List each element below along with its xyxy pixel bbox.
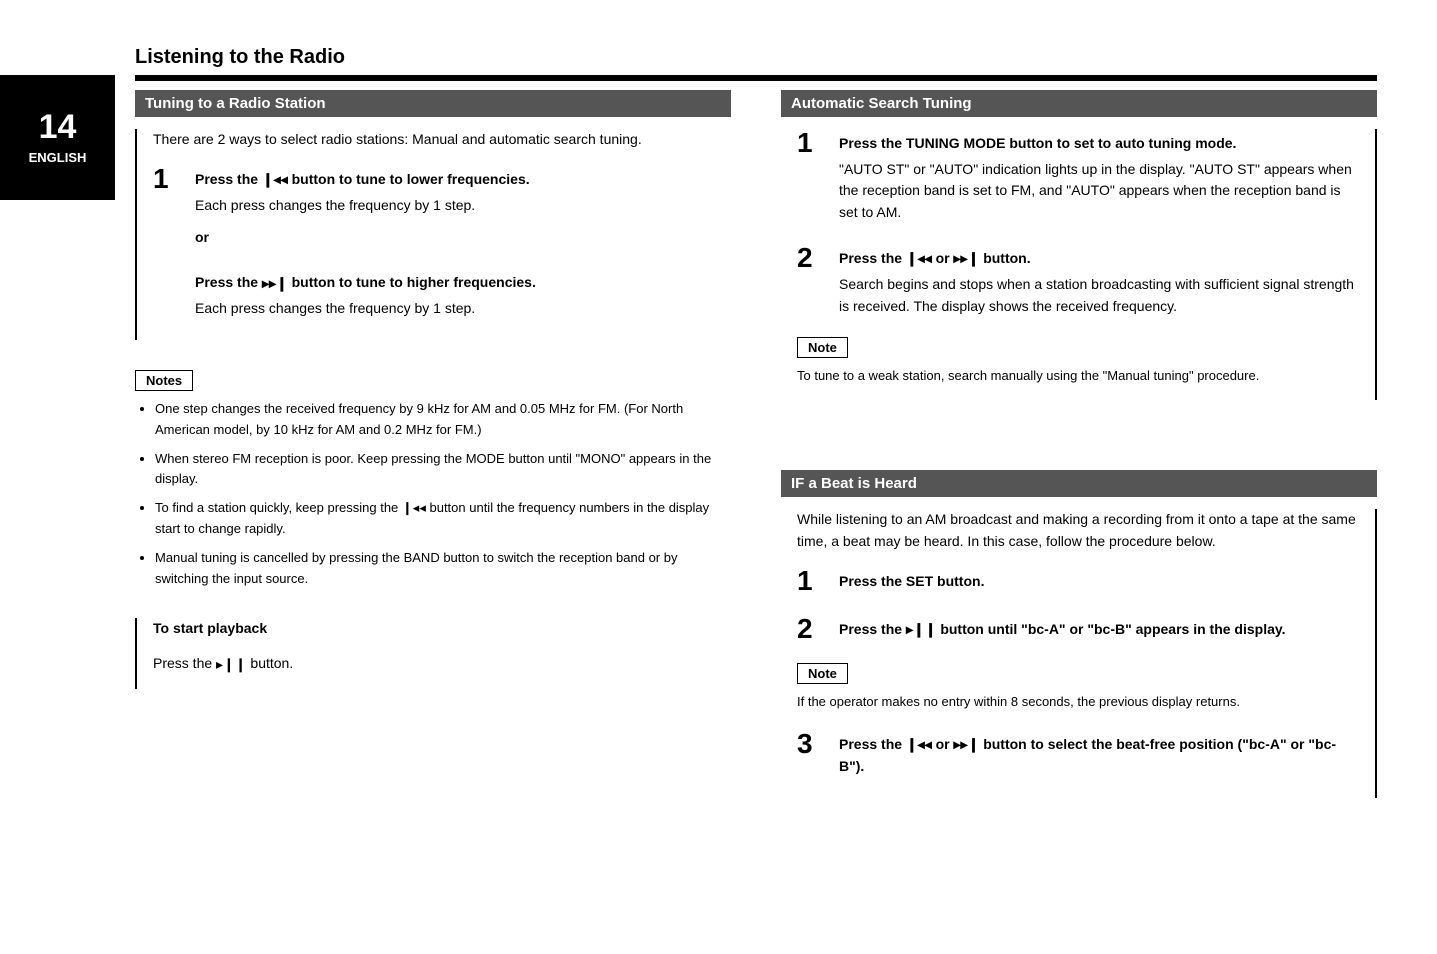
page-title: Listening to the Radio	[135, 46, 345, 69]
auto-note-text: To tune to a weak station, search manual…	[797, 366, 1359, 386]
note-item: When stereo FM reception is poor. Keep p…	[155, 449, 731, 491]
prev-track-icon: ❙◂◂	[402, 498, 426, 519]
prev-track-icon: ❙◂◂	[906, 734, 932, 756]
step-2-b: button to tune to higher frequencies.	[292, 274, 536, 290]
tuning-intro: There are 2 ways to select radio station…	[153, 129, 731, 151]
beat-step-2-b: button until "bc-A" or "bc-B" appears in…	[940, 621, 1285, 637]
page-lang: ENGLISH	[29, 150, 87, 165]
beat-step-3: 3 Press the ❙◂◂ or ▸▸❙ button to select …	[797, 730, 1359, 778]
step-2-text: Press the ▸▸❙ button to tune to higher f…	[195, 268, 731, 320]
auto-step-2-text: Press the ❙◂◂ or ▸▸❙ button. Search begi…	[839, 244, 1359, 318]
note-item: To find a station quickly, keep pressing…	[155, 498, 731, 540]
auto-step-1-sub: "AUTO ST" or "AUTO" indication lights up…	[839, 159, 1359, 224]
step-1-num: 1	[153, 165, 195, 193]
auto-step-2-b: or	[936, 250, 954, 266]
section-body-beat: While listening to an AM broadcast and m…	[781, 509, 1377, 797]
step-1: 1 Press the ❙◂◂ button to tune to lower …	[153, 165, 731, 249]
play-pause-icon: ▸❙❙	[216, 654, 247, 676]
step-2-a: Press the	[195, 274, 262, 290]
step-1-text: Press the ❙◂◂ button to tune to lower fr…	[195, 165, 731, 249]
start-play-b: button.	[250, 655, 293, 671]
beat-step-1-num: 1	[797, 567, 839, 595]
beat-step-1: 1 Press the SET button.	[797, 567, 1359, 595]
beat-note-block: Note If the operator makes no entry with…	[797, 663, 1359, 712]
auto-step-1-num: 1	[797, 129, 839, 157]
auto-step-1-label: Press the TUNING MODE button to set to a…	[839, 135, 1236, 151]
start-play-text: Press the ▸❙❙ button.	[153, 653, 731, 675]
beat-step-2-num: 2	[797, 615, 839, 643]
beat-intro: While listening to an AM broadcast and m…	[797, 509, 1359, 552]
left-column: Tuning to a Radio Station There are 2 wa…	[135, 90, 731, 828]
note-item-text: To find a station quickly, keep pressing…	[155, 500, 402, 515]
prev-track-icon: ❙◂◂	[906, 248, 932, 270]
notes-block: Notes One step changes the received freq…	[135, 370, 731, 598]
beat-step-2-text: Press the ▸❙❙ button until "bc-A" or "bc…	[839, 615, 1359, 641]
right-column: Automatic Search Tuning 1 Press the TUNI…	[781, 90, 1377, 828]
header-rule	[135, 75, 1377, 81]
section-title-auto: Automatic Search Tuning	[781, 90, 1377, 117]
prev-track-icon: ❙◂◂	[262, 169, 288, 191]
step-1-sub: Each press changes the frequency by 1 st…	[195, 195, 731, 217]
play-pause-icon: ▸❙❙	[906, 619, 937, 641]
step-2-left: Press the ▸▸❙ button to tune to higher f…	[153, 268, 731, 320]
note-label: Notes	[135, 370, 193, 391]
beat-step-1-text: Press the SET button.	[839, 567, 1359, 593]
note-item: One step changes the received frequency …	[155, 399, 731, 441]
note-list: One step changes the received frequency …	[135, 399, 731, 590]
auto-note-block: Note To tune to a weak station, search m…	[797, 337, 1359, 386]
section-title-tuning: Tuning to a Radio Station	[135, 90, 731, 117]
beat-step-3-a: Press the	[839, 736, 906, 752]
next-track-icon: ▸▸❙	[262, 273, 288, 295]
auto-step-2-c: button.	[983, 250, 1030, 266]
page-number: 14	[39, 110, 77, 144]
auto-step-2: 2 Press the ❙◂◂ or ▸▸❙ button. Search be…	[797, 244, 1359, 318]
auto-step-1-text: Press the TUNING MODE button to set to a…	[839, 129, 1359, 224]
step-1-or: or	[195, 227, 731, 249]
page-tab: 14 ENGLISH	[0, 75, 115, 200]
section-body-start: To start playback Press the ▸❙❙ button.	[135, 618, 731, 690]
section-body-auto: 1 Press the TUNING MODE button to set to…	[781, 129, 1377, 400]
content-columns: Tuning to a Radio Station There are 2 wa…	[135, 90, 1377, 828]
beat-note-text: If the operator makes no entry within 8 …	[797, 692, 1359, 712]
beat-step-3-num: 3	[797, 730, 839, 758]
beat-step-2: 2 Press the ▸❙❙ button until "bc-A" or "…	[797, 615, 1359, 643]
auto-step-2-num: 2	[797, 244, 839, 272]
note-item: Manual tuning is cancelled by pressing t…	[155, 548, 731, 590]
section-title-beat: IF a Beat is Heard	[781, 470, 1377, 497]
start-play-heading: To start playback	[153, 618, 731, 640]
next-track-icon: ▸▸❙	[954, 248, 980, 270]
auto-step-2-sub: Search begins and stops when a station b…	[839, 274, 1359, 317]
next-track-icon: ▸▸❙	[954, 734, 980, 756]
auto-step-2-a: Press the	[839, 250, 906, 266]
section-body-tuning: There are 2 ways to select radio station…	[135, 129, 731, 340]
auto-note-label: Note	[797, 337, 848, 358]
step-2-sub: Each press changes the frequency by 1 st…	[195, 298, 731, 320]
beat-step-3-b: or	[936, 736, 954, 752]
step-1-b: button to tune to lower frequencies.	[292, 171, 530, 187]
beat-step-3-text: Press the ❙◂◂ or ▸▸❙ button to select th…	[839, 730, 1359, 778]
beat-note-label: Note	[797, 663, 848, 684]
step-1-a: Press the	[195, 171, 262, 187]
auto-step-1: 1 Press the TUNING MODE button to set to…	[797, 129, 1359, 224]
start-play-a: Press the	[153, 655, 216, 671]
beat-step-2-a: Press the	[839, 621, 906, 637]
